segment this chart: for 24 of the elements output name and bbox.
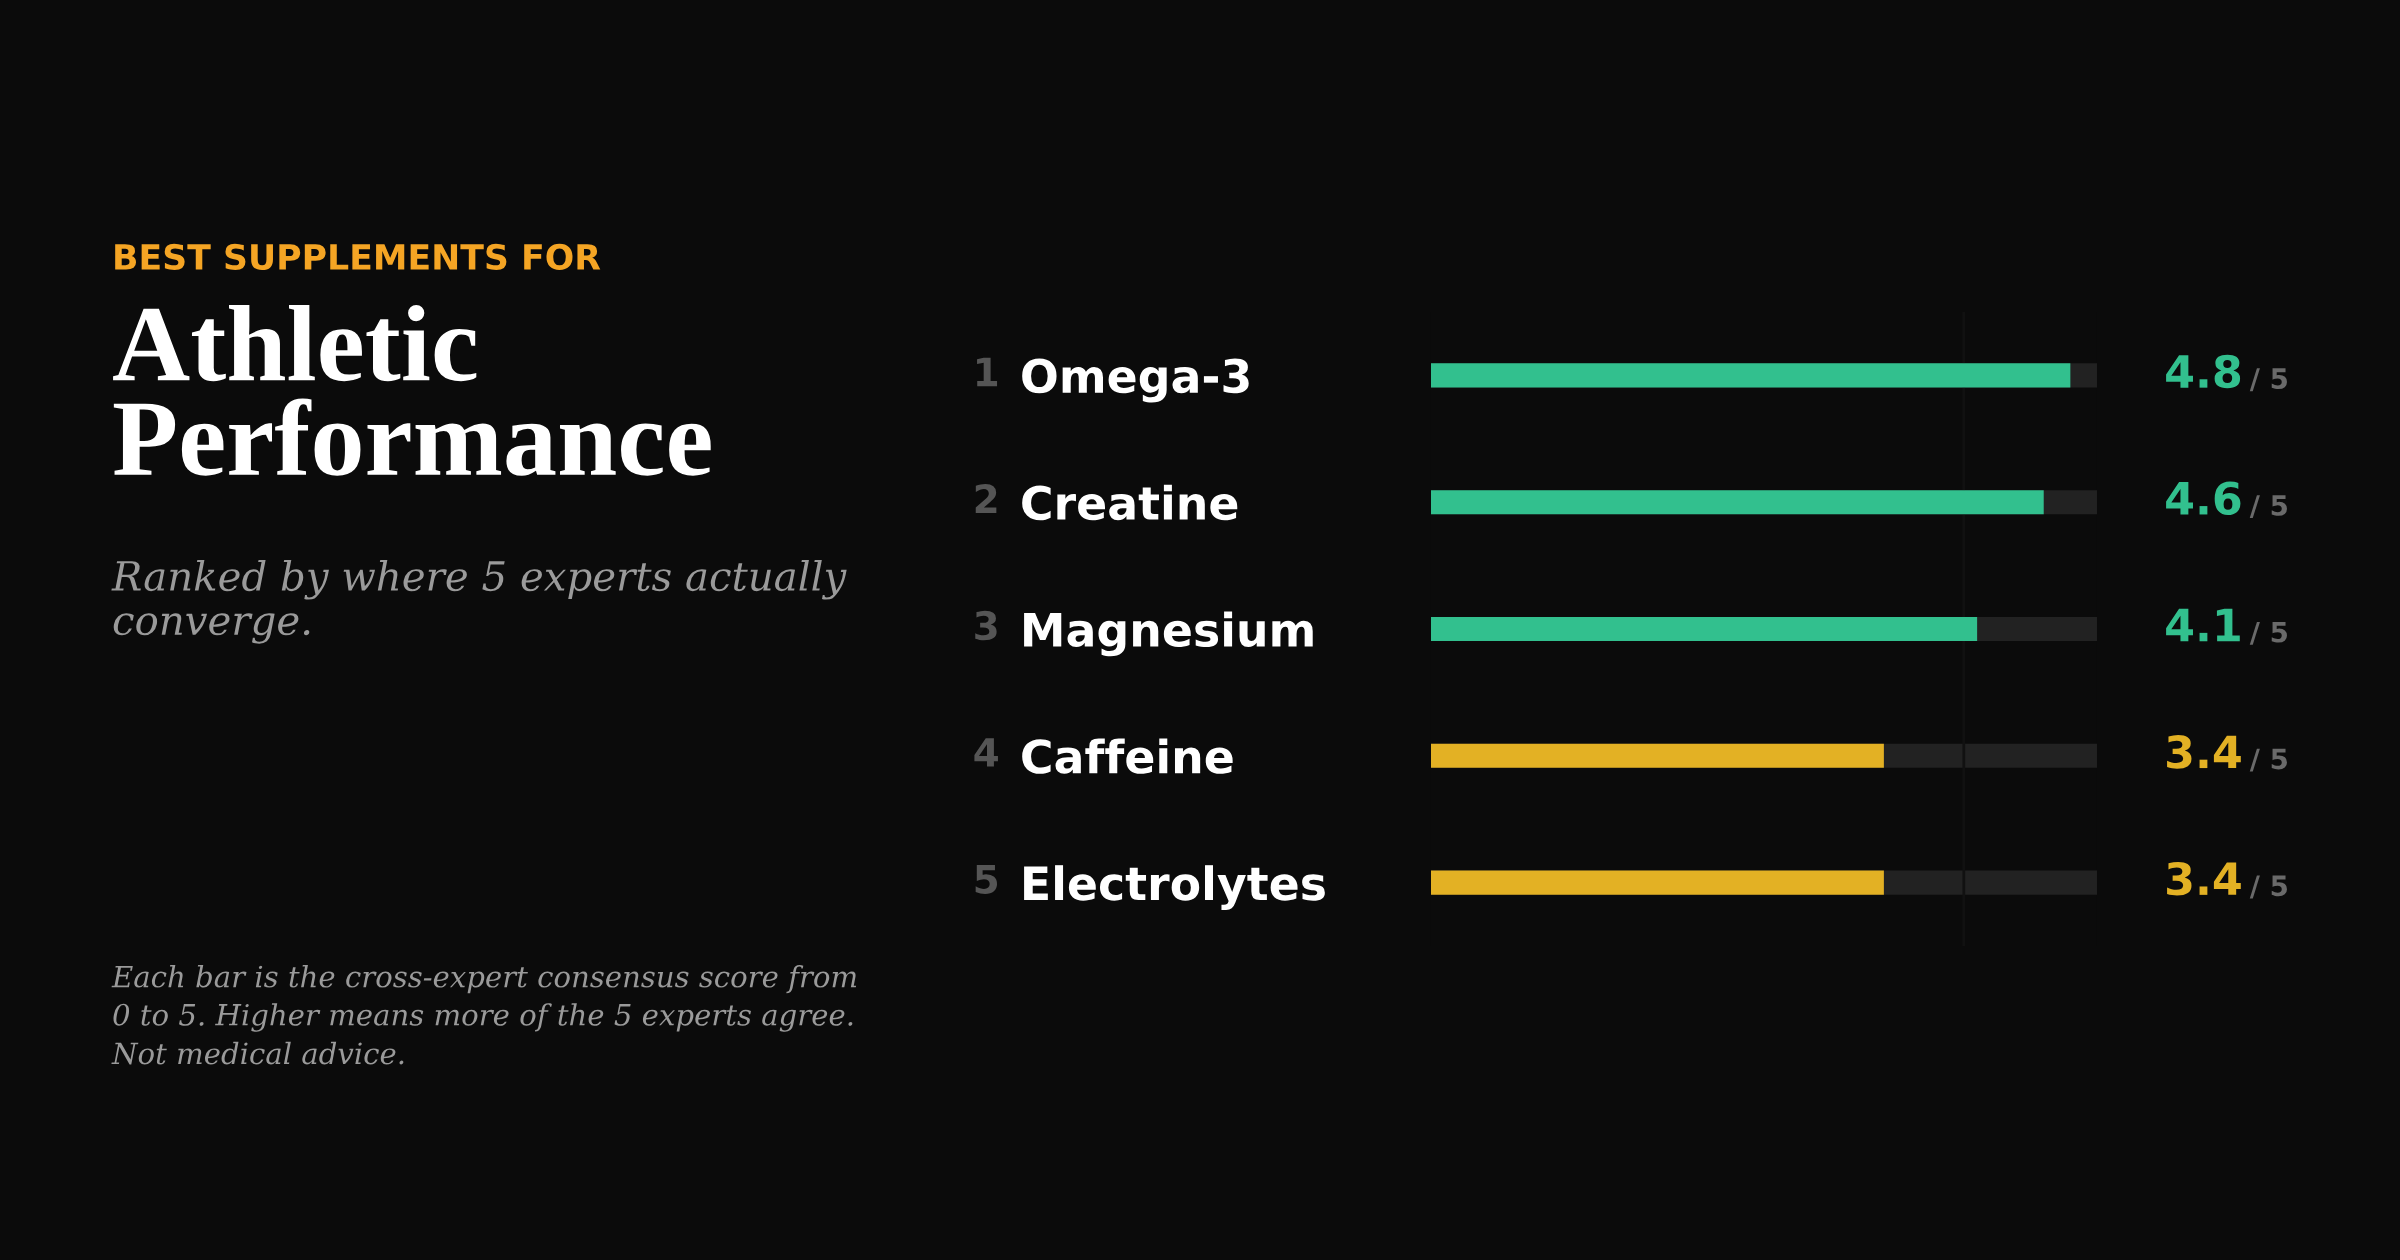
y-tick-label: Magnesium: [1024, 611, 1313, 657]
text: Ranked by where 5 experts actually converge.: [111, 560, 847, 644]
y-tick-label: Creatine: [1022, 484, 1238, 521]
text: 1: [977, 357, 998, 387]
data-label: 4.8: [2166, 354, 2241, 389]
data-label: 3.4: [2167, 735, 2241, 769]
text: / 5: [2249, 875, 2287, 899]
y-tick-label: Omega-3: [1022, 358, 1249, 403]
text: 5: [975, 864, 998, 894]
text: Each bar is the cross-expert consensus score from 0 to 5. Higher means more of the 5 experts agree. Not medical advice.: [111, 965, 857, 1065]
text: / 5: [2249, 495, 2287, 518]
y-tick-label: Electrolytes: [1024, 865, 1325, 910]
data-label: 4.6: [2166, 481, 2241, 516]
text: 3: [975, 610, 997, 641]
y-tick-label: Caffeine: [1022, 738, 1233, 774]
text: Athletic Performance: [113, 305, 711, 476]
data-label: 3.4: [2167, 861, 2241, 896]
text: 2: [975, 484, 997, 513]
text: BEST SUPPLEMENTS FOR: [115, 243, 601, 271]
text: / 5: [2249, 748, 2287, 772]
data-label: 4.1: [2166, 608, 2240, 642]
text: / 5: [2249, 368, 2287, 392]
text: 4: [974, 738, 998, 767]
text: / 5: [2249, 621, 2287, 645]
